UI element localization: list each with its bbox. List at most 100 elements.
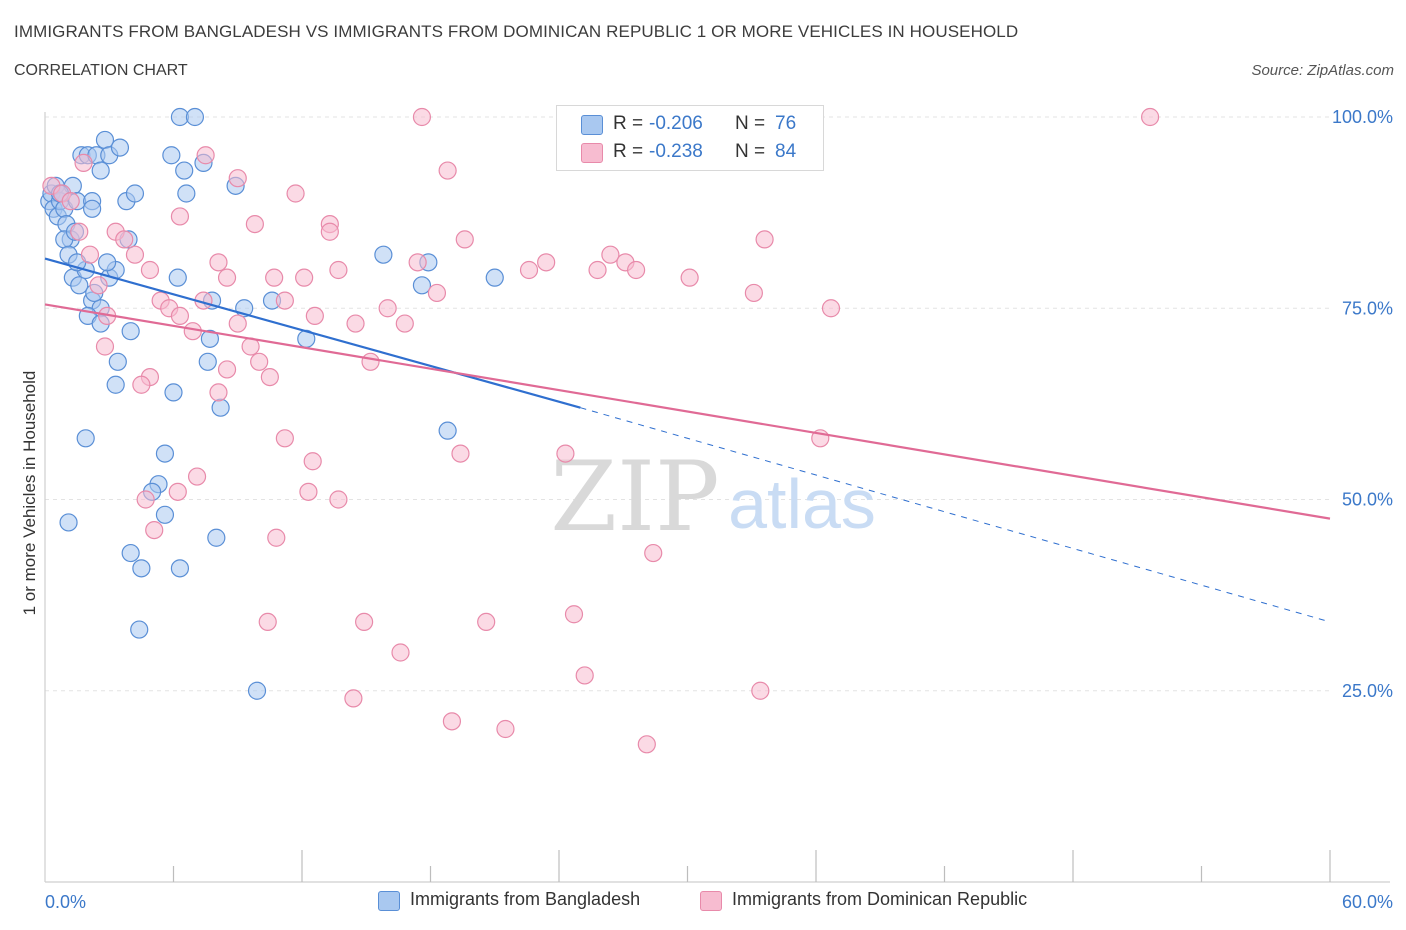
legend-swatch-bangladesh bbox=[378, 891, 400, 911]
r-value-bangladesh: -0.206 bbox=[649, 113, 703, 134]
data-point-bangladesh bbox=[83, 199, 102, 218]
data-point-bangladesh bbox=[98, 253, 117, 272]
data-point-dominican bbox=[344, 689, 363, 708]
data-point-dominican bbox=[680, 268, 699, 287]
data-point-dominican bbox=[295, 268, 314, 287]
series-dominican-points bbox=[42, 107, 1160, 754]
data-point-dominican bbox=[588, 260, 607, 280]
data-point-dominican bbox=[329, 260, 348, 280]
data-point-bangladesh bbox=[177, 184, 196, 203]
y-tick-label: 100.0% bbox=[1332, 107, 1393, 127]
data-point-dominican bbox=[601, 245, 620, 264]
data-point-dominican bbox=[455, 230, 474, 249]
data-point-dominican bbox=[320, 222, 339, 241]
n-value-bangladesh: 76 bbox=[775, 113, 797, 134]
data-point-bangladesh bbox=[170, 559, 190, 578]
data-point-dominican bbox=[228, 169, 247, 188]
data-point-dominican bbox=[299, 482, 318, 501]
data-point-dominican bbox=[537, 253, 556, 272]
data-point-dominican bbox=[395, 314, 414, 333]
legend-swatch-dominican bbox=[700, 891, 722, 911]
data-point-dominican bbox=[744, 283, 763, 303]
data-point-dominican bbox=[451, 444, 470, 463]
data-point-dominican bbox=[70, 222, 89, 241]
data-point-dominican bbox=[89, 276, 108, 295]
data-point-dominican bbox=[644, 543, 663, 563]
data-point-dominican bbox=[412, 107, 432, 127]
data-point-dominican bbox=[305, 306, 324, 325]
data-point-dominican bbox=[355, 612, 374, 632]
data-point-bangladesh bbox=[108, 352, 127, 371]
data-point-dominican bbox=[125, 245, 145, 264]
trend-line-bangladesh-extension bbox=[580, 407, 1331, 623]
data-point-dominican bbox=[408, 253, 427, 272]
n-value-dominican: 84 bbox=[775, 141, 797, 162]
trend-line-bangladesh bbox=[44, 257, 581, 409]
data-point-bangladesh bbox=[164, 383, 183, 402]
data-point-dominican bbox=[442, 712, 462, 731]
data-point-dominican bbox=[209, 253, 228, 272]
y-axis-label: 1 or more Vehicles in Household bbox=[20, 371, 39, 616]
data-point-dominican bbox=[496, 719, 515, 739]
data-point-bangladesh bbox=[121, 543, 140, 563]
legend-label-dominican: Immigrants from Dominican Republic bbox=[732, 889, 1028, 909]
watermark-zip: ZIP bbox=[550, 441, 719, 553]
data-point-bangladesh bbox=[91, 161, 110, 180]
data-point-dominican bbox=[267, 528, 286, 547]
watermark: ZIP atlas bbox=[550, 441, 876, 553]
dominican-swatch bbox=[581, 143, 603, 163]
data-point-dominican bbox=[438, 161, 457, 180]
data-point-bangladesh bbox=[485, 268, 504, 287]
x-tick-label: 60.0% bbox=[1342, 892, 1393, 912]
data-point-dominican bbox=[427, 283, 447, 303]
data-point-dominican bbox=[74, 153, 93, 172]
data-point-dominican bbox=[378, 299, 397, 318]
y-tick-label: 25.0% bbox=[1342, 681, 1393, 701]
data-point-bangladesh bbox=[211, 398, 230, 417]
data-point-bangladesh bbox=[110, 138, 130, 157]
gridlines bbox=[45, 116, 1330, 692]
chart-title: IMMIGRANTS FROM BANGLADESH VS IMMIGRANTS… bbox=[14, 22, 1019, 41]
data-point-dominican bbox=[265, 268, 284, 287]
data-point-bangladesh bbox=[162, 146, 181, 165]
data-point-dominican bbox=[564, 605, 584, 624]
data-point-dominican bbox=[755, 230, 774, 249]
data-point-dominican bbox=[183, 322, 202, 341]
data-point-bangladesh bbox=[155, 505, 175, 524]
data-point-dominican bbox=[751, 681, 770, 700]
data-point-bangladesh bbox=[175, 161, 194, 180]
data-point-dominican bbox=[286, 184, 305, 203]
x-tick-label: 0.0% bbox=[45, 892, 86, 912]
data-point-dominican bbox=[217, 360, 237, 379]
data-point-bangladesh bbox=[168, 268, 187, 287]
data-point-bangladesh bbox=[185, 107, 205, 127]
n-label: N = bbox=[735, 141, 766, 162]
bangladesh-swatch bbox=[581, 115, 603, 135]
data-point-dominican bbox=[228, 314, 247, 333]
data-point-dominican bbox=[821, 299, 841, 318]
n-label: N = bbox=[735, 113, 766, 134]
data-point-dominican bbox=[95, 337, 115, 356]
data-point-dominican bbox=[260, 368, 279, 387]
source-label: Source: ZipAtlas.com bbox=[1251, 62, 1394, 79]
data-point-dominican bbox=[170, 306, 190, 325]
data-point-dominican bbox=[1140, 107, 1160, 127]
trend-lines bbox=[44, 257, 1331, 623]
tick-labels: 100.0% 75.0% 50.0% 25.0% 0.0% 60.0% bbox=[45, 107, 1393, 912]
data-point-dominican bbox=[346, 314, 365, 333]
data-point-bangladesh bbox=[59, 513, 78, 532]
data-point-bangladesh bbox=[95, 130, 115, 150]
trend-line-dominican bbox=[44, 303, 1331, 520]
data-point-dominican bbox=[275, 291, 294, 310]
data-point-dominican bbox=[329, 490, 348, 509]
data-point-dominican bbox=[575, 666, 594, 685]
data-point-dominican bbox=[519, 260, 539, 280]
data-point-bangladesh bbox=[438, 421, 457, 440]
axes bbox=[44, 112, 1390, 883]
data-point-bangladesh bbox=[374, 245, 393, 264]
data-point-bangladesh bbox=[76, 429, 95, 448]
data-point-dominican bbox=[391, 643, 410, 662]
data-point-dominican bbox=[115, 230, 134, 249]
data-point-bangladesh bbox=[412, 276, 432, 295]
data-point-dominican bbox=[477, 612, 496, 632]
